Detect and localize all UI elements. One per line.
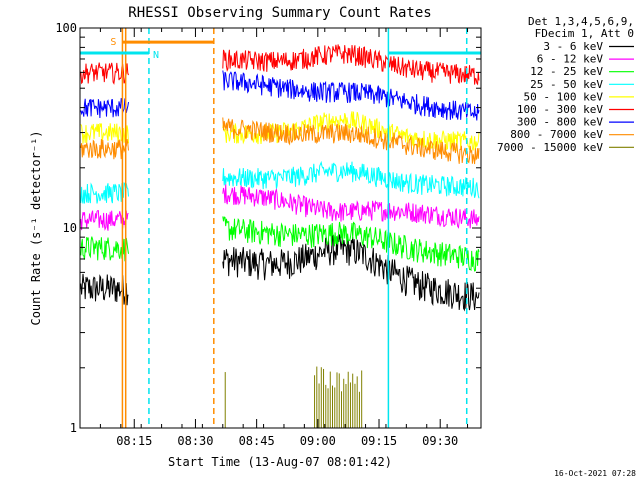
legend-label: 800 - 7000 keV bbox=[510, 128, 603, 141]
timestamp: 16-Oct-2021 07:28 bbox=[554, 469, 636, 478]
legend-label: 12 - 25 keV bbox=[530, 65, 603, 78]
chart-title: RHESSI Observing Summary Count Rates bbox=[128, 5, 431, 21]
series-line bbox=[80, 98, 129, 119]
y-axis-label: Count Rate (s⁻¹ detector⁻¹) bbox=[29, 130, 43, 325]
series-line bbox=[80, 139, 129, 160]
series-line bbox=[222, 216, 480, 272]
series-line bbox=[222, 70, 480, 121]
saa-flag-label: S bbox=[110, 37, 116, 48]
series-line bbox=[80, 210, 129, 231]
y-tick-label: 10 bbox=[63, 221, 77, 235]
x-tick-label: 09:00 bbox=[300, 434, 336, 448]
legend-label: 100 - 300 keV bbox=[517, 103, 603, 116]
x-tick-label: 08:30 bbox=[177, 434, 213, 448]
legend-label: 3 - 6 keV bbox=[543, 40, 603, 53]
night-flag-label: N bbox=[153, 50, 159, 61]
series-line bbox=[222, 44, 480, 86]
series-line bbox=[80, 62, 129, 85]
x-tick-label: 09:15 bbox=[361, 434, 397, 448]
series-line bbox=[80, 182, 129, 204]
legend-label: 25 - 50 keV bbox=[530, 78, 603, 91]
plot-area: SN bbox=[80, 28, 481, 428]
y-tick-label: 100 bbox=[55, 21, 77, 35]
legend-header-line-2: FDecim 1, Att 0 bbox=[535, 27, 634, 40]
x-tick-label: 08:45 bbox=[239, 434, 275, 448]
axes: 100 10 1 08:15 08:30 08:45 09:00 09:15 09:30 bbox=[55, 21, 481, 448]
legend: Det 1,3,4,5,6,9, FDecim 1, Att 0 3 - 6 k… bbox=[497, 15, 634, 154]
y-tick-label: 1 bbox=[70, 421, 77, 435]
legend-label: 300 - 800 keV bbox=[517, 116, 603, 129]
legend-label: 50 - 100 keV bbox=[524, 90, 604, 103]
series-line bbox=[80, 273, 129, 306]
x-tick-label: 08:15 bbox=[116, 434, 152, 448]
series-line bbox=[222, 233, 480, 312]
x-tick-label: 09:30 bbox=[422, 434, 458, 448]
series-line bbox=[222, 111, 480, 152]
legend-header-line-1: Det 1,3,4,5,6,9, bbox=[528, 15, 634, 28]
legend-label: 6 - 12 keV bbox=[537, 53, 604, 66]
series-line bbox=[80, 123, 129, 144]
series-line bbox=[222, 160, 480, 199]
series-line bbox=[222, 184, 480, 229]
legend-label: 7000 - 15000 keV bbox=[497, 141, 603, 154]
x-axis-label: Start Time (13-Aug-07 08:01:42) bbox=[168, 455, 392, 469]
series-line bbox=[80, 236, 129, 262]
series-line bbox=[222, 117, 480, 165]
